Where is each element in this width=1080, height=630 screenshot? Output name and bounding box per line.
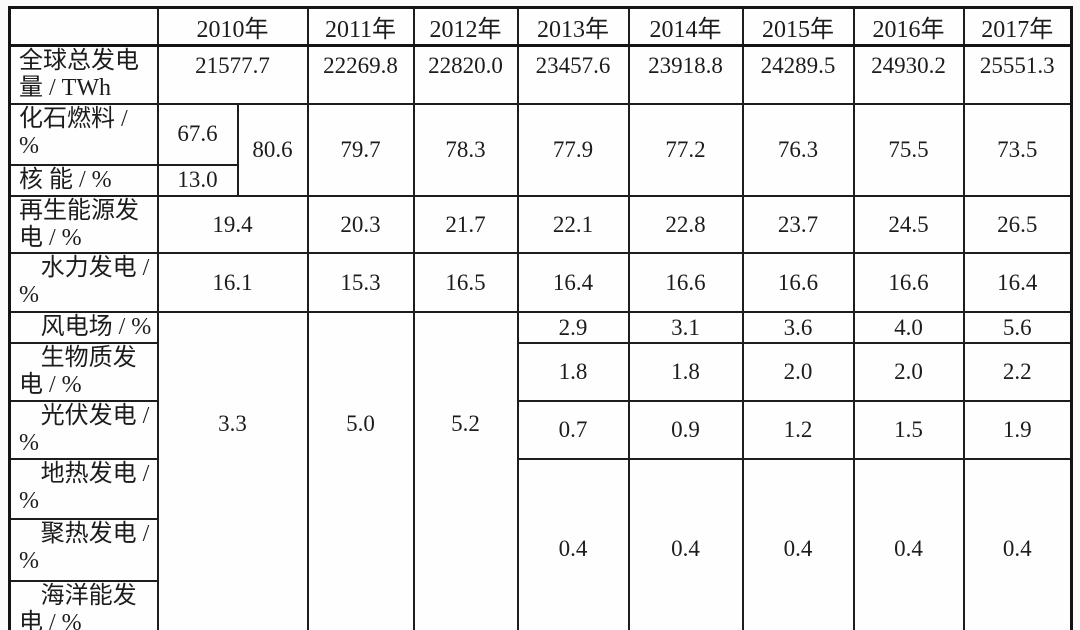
row-ocean: 海洋能发 电 / % [8, 579, 1072, 630]
cell-total-2013: 23457.6 [516, 44, 630, 105]
col-header-2014: 2014年 [627, 6, 744, 47]
col-header-2011: 2011年 [306, 6, 415, 47]
row-geothermal: 地热发电 / % 0.4 0.4 0.4 0.4 0.4 [8, 457, 1073, 630]
row-label-nuclear: 核 能 / % [8, 163, 159, 197]
cell-geo-csp-ocean-2015: 0.4 [741, 457, 855, 630]
cell-fossil-2012: 78.3 [412, 102, 519, 197]
cell-geo-csp-ocean-2014: 0.4 [627, 457, 744, 630]
col-header-2012: 2012年 [412, 6, 519, 47]
cell-fossil-2015: 76.3 [741, 102, 855, 197]
row-total-generation: 全球总发电 量 / TWh 21577.7 22269.8 22820.0 23… [8, 44, 1073, 105]
row-label-csp: 聚热发电 / % [8, 517, 159, 582]
row-hydro: 水力发电 / % 16.1 15.3 16.5 16.4 16.6 16.6 1… [8, 252, 1073, 314]
cell-fossil-2013: 77.9 [516, 102, 630, 197]
cell-fossil-plus-nuclear-2010: 80.6 [236, 102, 309, 197]
cell-pv-2015: 1.2 [741, 400, 855, 460]
cell-total-2010: 21577.7 [156, 44, 309, 105]
cell-renewable-2015: 23.7 [741, 194, 855, 255]
row-label-pv: 光伏发电 / % [8, 400, 159, 460]
cell-pv-2016: 1.5 [852, 400, 965, 460]
cell-wind-2016: 4.0 [852, 311, 965, 345]
row-renewable: 再生能源发 电 / % 19.4 20.3 21.7 22.1 22.8 23.… [8, 194, 1073, 255]
row-csp: 聚热发电 / % [8, 517, 1072, 582]
cell-hydro-2014: 16.6 [627, 252, 744, 314]
cell-hydro-2013: 16.4 [516, 252, 630, 314]
cell-wind-2017: 5.6 [962, 311, 1073, 345]
cell-pv-2017: 1.9 [962, 400, 1073, 460]
row-label-geothermal: 地热发电 / % [8, 457, 159, 520]
row-label-ocean: 海洋能发 电 / % [8, 579, 159, 630]
cell-fossil-2016: 75.5 [852, 102, 965, 197]
cell-biomass-2013: 1.8 [516, 342, 630, 402]
cell-renewable-2010: 19.4 [156, 194, 309, 255]
row-label-biomass: 生物质发 电 / % [8, 342, 159, 402]
cell-biomass-2015: 2.0 [741, 342, 855, 402]
cell-fossil-2014: 77.2 [627, 102, 744, 197]
cell-total-2011: 22269.8 [306, 44, 415, 105]
cell-renewable-2017: 26.5 [962, 194, 1073, 255]
cell-total-2016: 24930.2 [852, 44, 965, 105]
cell-renewable-2012: 21.7 [412, 194, 519, 255]
cell-hydro-2015: 16.6 [741, 252, 855, 314]
cell-fossil-2010: 67.6 [156, 102, 239, 166]
cell-total-2017: 25551.3 [962, 44, 1073, 105]
col-header-2017: 2017年 [962, 6, 1073, 47]
row-wind: 风电场 / % 3.3 5.0 5.2 2.9 3.1 3.6 4.0 5.6 [8, 311, 1073, 630]
cell-hydro-2010: 16.1 [156, 252, 309, 314]
row-label-fossil: 化石燃料 / % [8, 102, 159, 166]
cell-fossil-2017: 73.5 [962, 102, 1073, 197]
global-generation-table: 2010年 2011年 2012年 2013年 2014年 2015年 2016… [8, 6, 1073, 630]
cell-renewable-2016: 24.5 [852, 194, 965, 255]
col-header-2013: 2013年 [516, 6, 630, 47]
cell-wind-2015: 3.6 [741, 311, 855, 345]
cell-hydro-2016: 16.6 [852, 252, 965, 314]
cell-biomass-2014: 1.8 [627, 342, 744, 402]
cell-renewable-2014: 22.8 [627, 194, 744, 255]
row-label-renewable: 再生能源发 电 / % [8, 194, 159, 255]
cell-hydro-2017: 16.4 [962, 252, 1073, 314]
cell-biomass-2017: 2.2 [962, 342, 1073, 402]
col-header-2010: 2010年 [156, 6, 309, 47]
cell-hydro-2011: 15.3 [306, 252, 415, 314]
header-row: 2010年 2011年 2012年 2013年 2014年 2015年 2016… [8, 6, 1073, 47]
cell-total-2015: 24289.5 [741, 44, 855, 105]
cell-pv-2013: 0.7 [516, 400, 630, 460]
col-header-2015: 2015年 [741, 6, 855, 47]
cell-renewable-2013: 22.1 [516, 194, 630, 255]
cell-pv-2014: 0.9 [627, 400, 744, 460]
cell-new-renewables-2012: 5.2 [412, 311, 519, 630]
row-biomass: 生物质发 电 / % 1.8 1.8 2.0 2.0 2.2 [8, 342, 1073, 402]
cell-wind-2014: 3.1 [627, 311, 744, 345]
cell-fossil-2011: 79.7 [306, 102, 415, 197]
cell-new-renewables-2010: 3.3 [156, 311, 309, 630]
row-pv: 光伏发电 / % 0.7 0.9 1.2 1.5 1.9 [8, 400, 1073, 460]
row-label-total-generation: 全球总发电 量 / TWh [8, 44, 159, 105]
cell-hydro-2012: 16.5 [412, 252, 519, 314]
row-label-wind: 风电场 / % [8, 311, 159, 345]
corner-cell [8, 6, 159, 47]
cell-geo-csp-ocean-2017: 0.4 [962, 457, 1073, 630]
cell-total-2012: 22820.0 [412, 44, 519, 105]
cell-nuclear-2010: 13.0 [156, 163, 239, 197]
row-fossil: 化石燃料 / % 67.6 80.6 79.7 78.3 77.9 77.2 7… [8, 102, 1073, 197]
row-nuclear: 核 能 / % 13.0 [8, 163, 1072, 197]
col-header-2016: 2016年 [852, 6, 965, 47]
cell-total-2014: 23918.8 [627, 44, 744, 105]
cell-biomass-2016: 2.0 [852, 342, 965, 402]
cell-wind-2013: 2.9 [516, 311, 630, 345]
cell-new-renewables-2011: 5.0 [306, 311, 415, 630]
cell-geo-csp-ocean-2013: 0.4 [516, 457, 630, 630]
row-label-hydro: 水力发电 / % [8, 252, 159, 314]
cell-geo-csp-ocean-2016: 0.4 [852, 457, 965, 630]
cell-renewable-2011: 20.3 [306, 194, 415, 255]
